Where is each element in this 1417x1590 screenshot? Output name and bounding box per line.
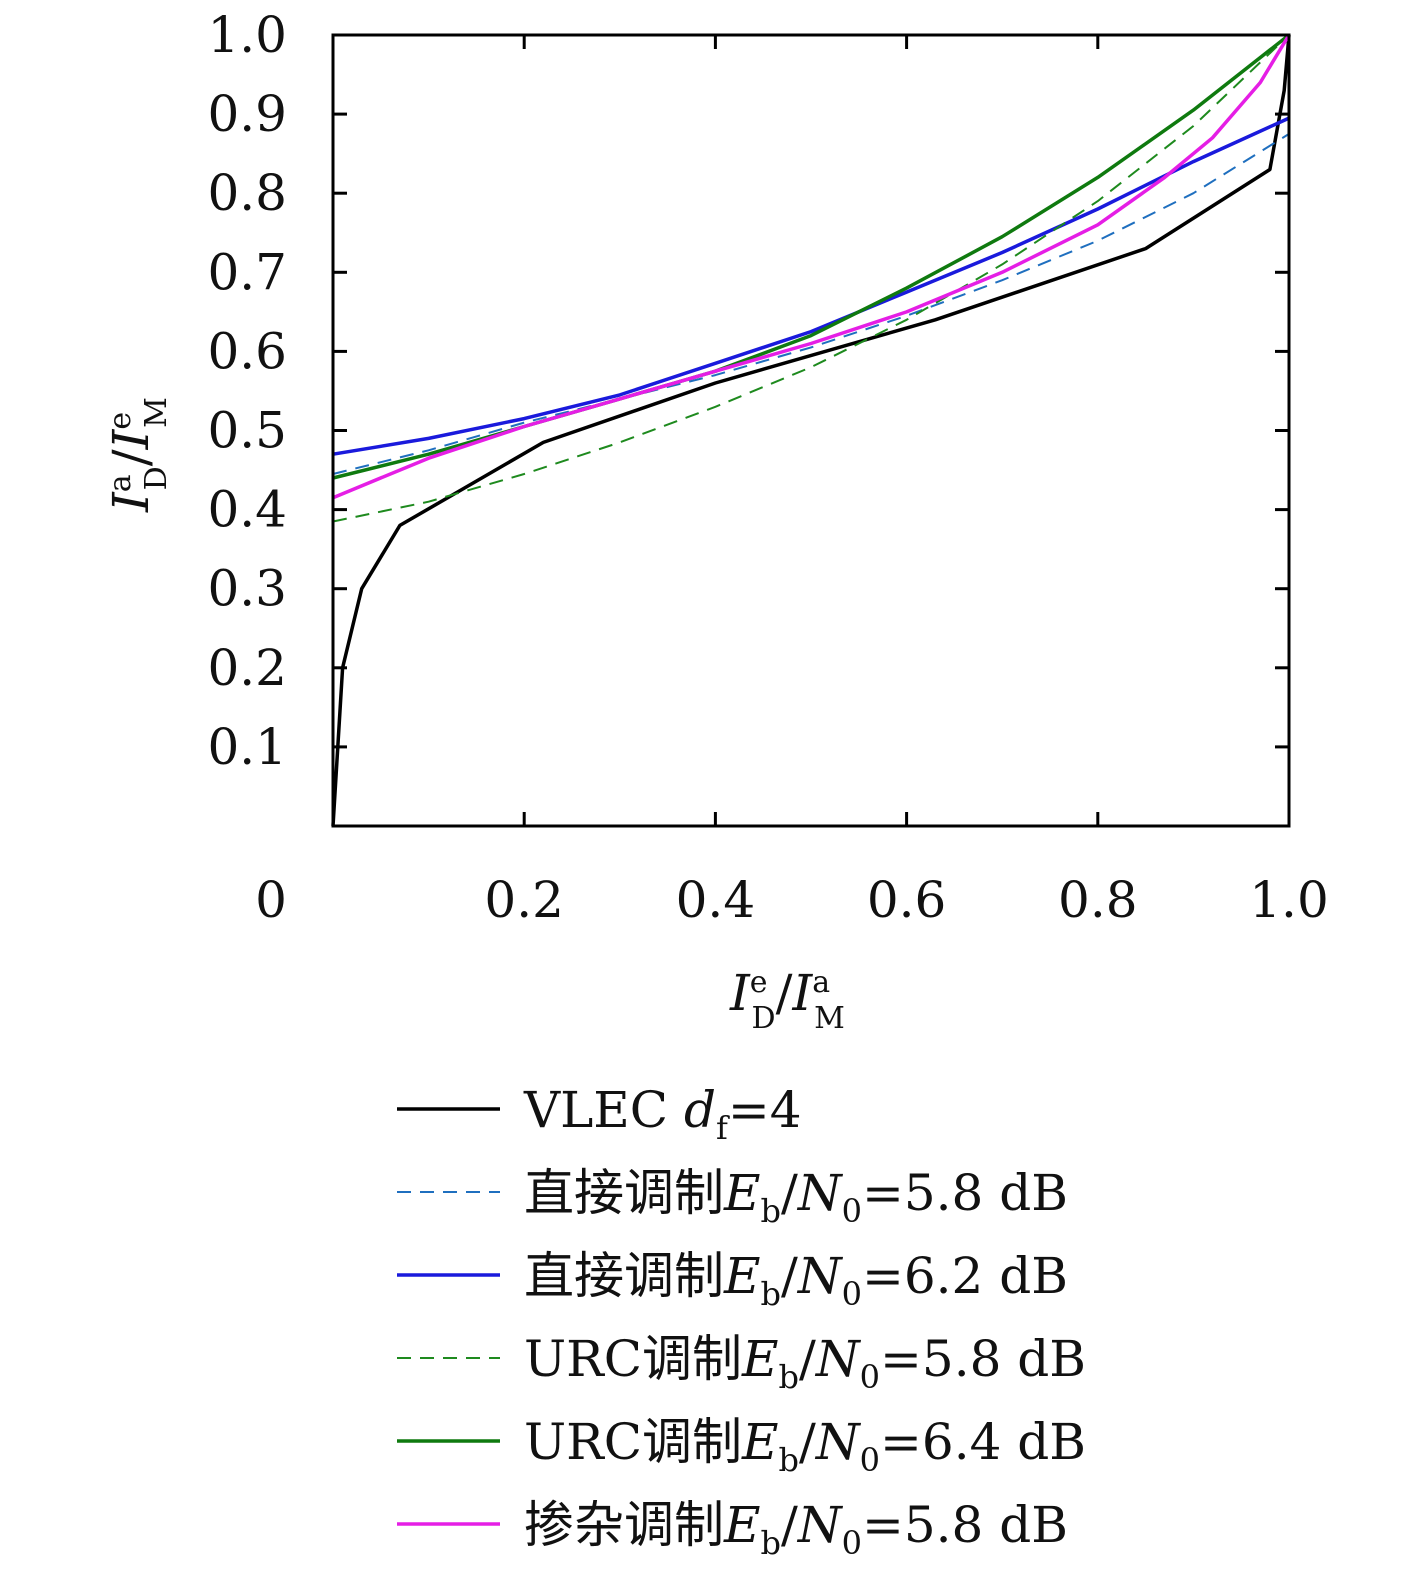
x-tick-label: 0.2	[484, 871, 564, 929]
legend-label-part: URC调制	[524, 1330, 742, 1388]
y-tick-label: 1.0	[207, 6, 287, 64]
x-title-sup1: e	[750, 965, 768, 1000]
legend-label-part: 0	[842, 1524, 862, 1562]
legend-label: URC调制Eb/N0=5.8 dB	[524, 1330, 1086, 1396]
series-line	[332, 33, 1291, 480]
legend-label: 直接调制Eb/N0=5.8 dB	[524, 1164, 1068, 1230]
legend-label-part: =6.2 dB	[862, 1247, 1068, 1305]
x-title-sub2: M	[814, 1001, 845, 1036]
series-line	[332, 133, 1290, 475]
x-tick-label: 0.4	[676, 871, 756, 929]
x-title-sub1: D	[752, 1001, 776, 1036]
y-tick-label: 0.8	[207, 164, 287, 222]
y-tick-label: 0.5	[207, 402, 287, 460]
y-tick-label: 0.3	[207, 560, 287, 618]
legend-label-part: f	[716, 1109, 730, 1147]
x-axis-title: Ie D/Ia M	[729, 964, 845, 1036]
y-title-slash: /	[102, 449, 160, 466]
x-title-base2: I	[791, 964, 813, 1022]
legend-label-part: /	[799, 1330, 816, 1388]
legend-label-part: b	[761, 1524, 781, 1562]
y-tick-label: 0.2	[207, 639, 287, 697]
legend-label-part: d	[684, 1081, 716, 1139]
legend-label-part: 直接调制	[524, 1164, 724, 1222]
legend-label-part: =5.8 dB	[862, 1496, 1068, 1554]
legend-label-part: E	[741, 1413, 779, 1471]
y-tick-label: 0.7	[207, 243, 287, 301]
legend-label: 直接调制Eb/N0=6.2 dB	[524, 1247, 1068, 1313]
y-title-base1: I	[102, 491, 160, 513]
legend-label-part: E	[741, 1330, 779, 1388]
legend-label-part: N	[797, 1247, 844, 1305]
series-line	[331, 34, 1291, 827]
y-tick-label: 0.1	[207, 718, 287, 776]
legend-label-part: N	[797, 1164, 844, 1222]
y-axis-title: IaD/IeM	[102, 397, 174, 513]
legend-label-part: E	[723, 1247, 761, 1305]
y-title-sub2: M	[139, 397, 174, 428]
x-tick-label: 1.0	[1249, 871, 1329, 929]
x-title-slash: /	[776, 964, 793, 1022]
y-tick-label: 0.9	[207, 85, 287, 143]
x-title-base1: I	[729, 964, 751, 1022]
legend-label-part: 直接调制	[524, 1247, 724, 1305]
y-title-base2: I	[102, 428, 160, 450]
series-line	[332, 34, 1290, 523]
legend-label-part: 0	[842, 1192, 862, 1230]
legend-label-part: =5.8 dB	[862, 1164, 1068, 1222]
y-title-sup1: a	[103, 474, 138, 492]
y-title-sup2: e	[103, 412, 138, 430]
legend-label-part: /	[781, 1496, 798, 1554]
legend-label-part: b	[779, 1358, 799, 1396]
legend-label-part: E	[723, 1496, 761, 1554]
legend-label-part: =4	[728, 1081, 802, 1139]
legend-label: 掺杂调制Eb/N0=5.8 dB	[524, 1496, 1068, 1562]
legend-label-part: URC调制	[524, 1413, 742, 1471]
x-tick-label: 0.6	[867, 871, 947, 929]
legend-label-part: VLEC	[523, 1081, 684, 1139]
legend-label-part: 0	[860, 1358, 880, 1396]
legend-label-part: /	[781, 1164, 798, 1222]
legend-label-part: =6.4 dB	[880, 1413, 1086, 1471]
y-tick-label: 0.4	[207, 481, 287, 539]
legend-label: VLEC df=4	[523, 1081, 802, 1147]
legend-label: URC调制Eb/N0=6.4 dB	[524, 1413, 1086, 1479]
legend-label-part: N	[815, 1413, 862, 1471]
legend-label-part: b	[761, 1275, 781, 1313]
y-tick-label: 0.6	[207, 322, 287, 380]
legend-label-part: =5.8 dB	[880, 1330, 1086, 1388]
series-line	[332, 34, 1291, 500]
legend-label-part: E	[723, 1164, 761, 1222]
legend-label-part: N	[797, 1496, 844, 1554]
legend-label-part: /	[799, 1413, 816, 1471]
x-title-sup2: a	[812, 965, 830, 1000]
x-tick-label: 0	[255, 871, 287, 929]
x-tick-label: 0.8	[1058, 871, 1138, 929]
legend-label-part: b	[779, 1441, 799, 1479]
series-layer	[331, 33, 1291, 827]
legend-label-part: 掺杂调制	[524, 1496, 724, 1554]
legend-label-part: /	[781, 1247, 798, 1305]
legend-label-part: N	[815, 1330, 862, 1388]
legend-label-part: 0	[860, 1441, 880, 1479]
plot-frame	[331, 33, 1291, 828]
legend-label-part: b	[761, 1192, 781, 1230]
tick-layer: 0.1 0.2 0.3 0.4 0.5 0.6 0.7 0.8 0.9 1.0 0 0.2 0.4 0.6…	[207, 6, 1328, 929]
legend-label-part: 0	[842, 1275, 862, 1313]
series-line	[332, 116, 1290, 456]
y-title-sub1: D	[139, 466, 174, 490]
